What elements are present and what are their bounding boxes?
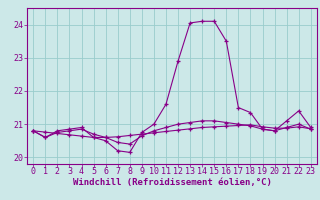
X-axis label: Windchill (Refroidissement éolien,°C): Windchill (Refroidissement éolien,°C) (73, 178, 271, 187)
